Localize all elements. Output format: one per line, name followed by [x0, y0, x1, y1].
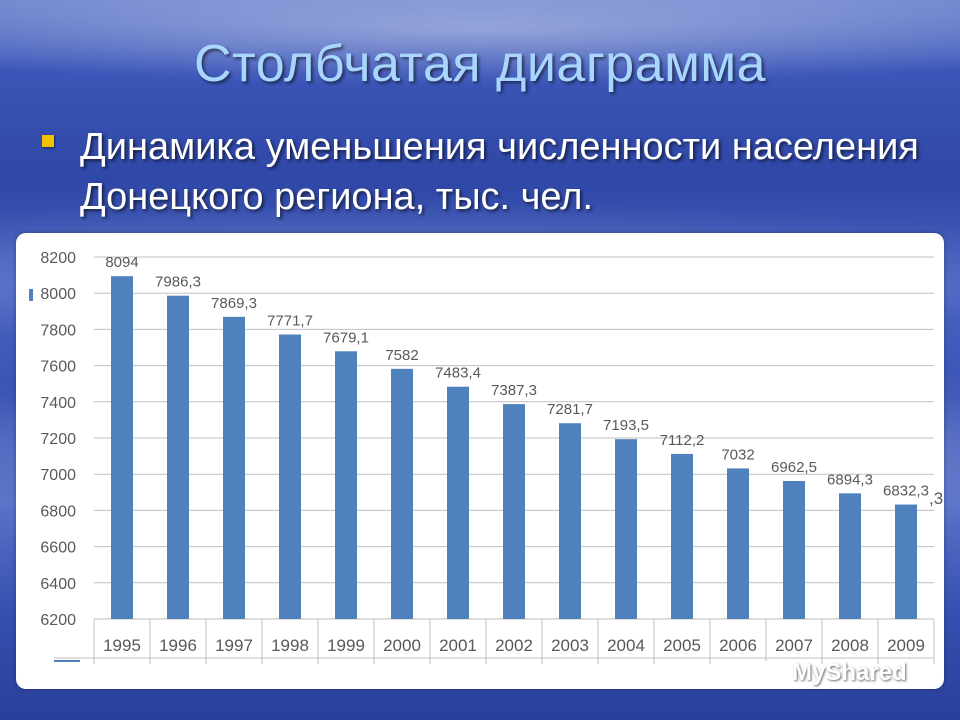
bar [223, 316, 245, 619]
bar [111, 276, 133, 619]
y-tick-label: 7200 [40, 431, 76, 448]
y-tick-label: 6600 [40, 540, 76, 557]
data-label: 6962,5 [771, 459, 817, 476]
data-label: 7387,3 [491, 382, 537, 399]
bar [391, 368, 413, 619]
x-tick-label: 1996 [159, 636, 197, 655]
x-tick-label: 1998 [271, 636, 309, 655]
bullet-text: Динамика уменьшения численности населени… [80, 126, 919, 218]
x-tick-label: 2005 [663, 636, 701, 655]
bar [783, 480, 805, 619]
bar [727, 468, 749, 619]
y-tick-label: 8200 [40, 250, 76, 267]
x-tick-label: 2004 [607, 636, 645, 655]
y-tick-label: 6200 [40, 612, 76, 629]
bar [447, 386, 469, 619]
x-tick-label: 1999 [327, 636, 365, 655]
data-label: 7112,2 [660, 432, 705, 449]
x-tick-label: 1997 [215, 636, 253, 655]
data-label: 7032 [721, 446, 754, 463]
x-tick-label: 2006 [719, 636, 757, 655]
watermark: MyShared [752, 655, 932, 691]
data-label: 7582 [385, 347, 418, 364]
y-tick-label: 7000 [40, 467, 76, 484]
bar [503, 404, 525, 619]
data-label: 7193,5 [603, 417, 649, 434]
bar [335, 351, 357, 619]
bar [615, 439, 637, 619]
y-tick-label: 7400 [40, 395, 76, 412]
myshared-logo-icon [752, 658, 786, 688]
bullet-square-icon [42, 135, 54, 147]
chart-panel: 8200 8000 7800 7600 7400 7200 7000 6800 6600 6400… [16, 233, 944, 689]
data-label: 6894,3 [827, 471, 873, 488]
x-tick-label: 2008 [831, 636, 869, 655]
data-label: 7483,4 [435, 365, 481, 382]
bar-chart: 8200 8000 7800 7600 7400 7200 7000 6800 6600 6400… [40, 250, 935, 664]
y-tick-label: 6800 [40, 503, 76, 520]
x-tick-label: 2000 [383, 636, 421, 655]
data-label: 7281,7 [547, 401, 593, 418]
watermark-text: MyShared [792, 659, 907, 686]
legend-marker [29, 289, 33, 301]
data-label: 8094 [105, 254, 138, 271]
x-tick-label: 2003 [551, 636, 589, 655]
bar [167, 295, 189, 619]
data-label: 7869,3 [211, 295, 257, 312]
y-tick-label: 7800 [40, 322, 76, 339]
bullet-item: Динамика уменьшения численности населени… [42, 122, 922, 222]
x-tick-label: 2002 [495, 636, 533, 655]
bar [671, 453, 693, 619]
bar [895, 504, 917, 619]
x-tick-label: 2001 [439, 636, 477, 655]
data-label: 7771,7 [267, 313, 313, 330]
y-tick-label: 7600 [40, 359, 76, 376]
x-tick-label: 1995 [103, 636, 141, 655]
data-label: 7986,3 [155, 274, 201, 291]
data-label: 6832,3 [883, 483, 929, 500]
bar [559, 423, 581, 619]
partial-data-label: ,3 [929, 489, 944, 508]
y-tick-label: 6400 [40, 576, 76, 593]
x-tick-label: 2009 [887, 636, 925, 655]
bar [839, 493, 861, 619]
y-tick-label: 8000 [40, 286, 76, 303]
bar [279, 334, 301, 619]
x-tick-label: 2007 [775, 636, 813, 655]
data-label: 7679,1 [323, 329, 369, 346]
slide-title: Столбчатая диаграмма [193, 35, 767, 93]
